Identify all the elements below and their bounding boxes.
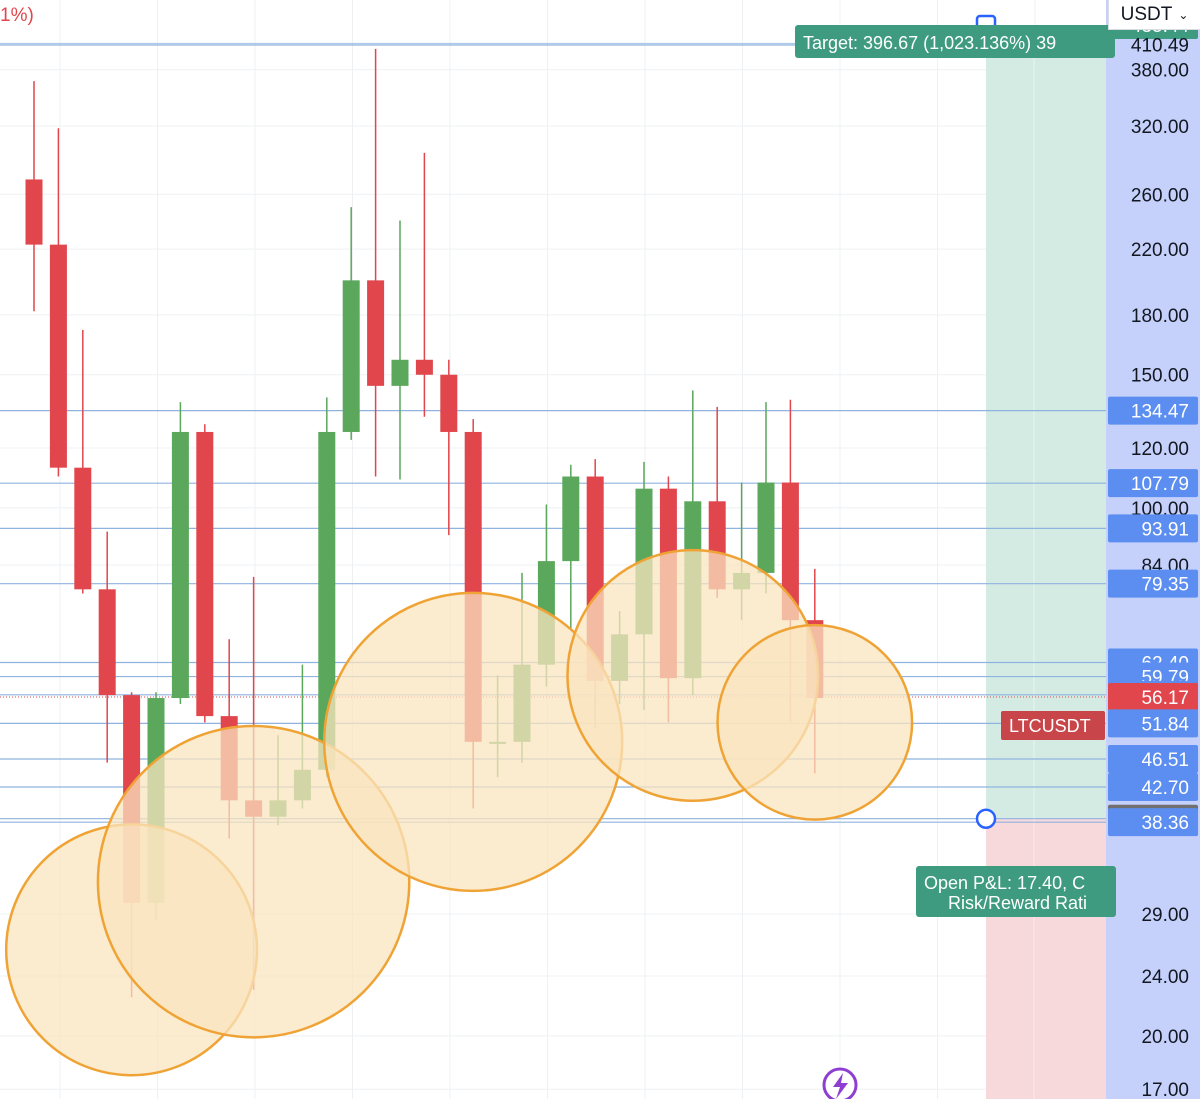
chevron-down-icon: ⌄ [1178, 7, 1189, 22]
candle-bearish[interactable] [25, 81, 43, 312]
candle-body [562, 476, 580, 562]
highlight-circle [96, 724, 411, 1039]
price-level-label: 46.51 [1141, 750, 1189, 771]
candle-body [25, 179, 43, 245]
svg-text:LTCUSDT: LTCUSDT [1009, 716, 1091, 736]
price-level-label: 93.91 [1141, 519, 1189, 540]
change-percent-fragment: 1%) [0, 5, 34, 26]
candle-bearish[interactable] [98, 531, 116, 763]
price-tick-label: 320.00 [1131, 117, 1189, 138]
price-tick-label: 120.00 [1131, 439, 1189, 460]
candle-body [781, 482, 799, 621]
candle-body [74, 467, 92, 590]
candle-body [367, 280, 385, 386]
stop-zone [986, 818, 1106, 1099]
highlight-circles [4, 548, 914, 1077]
candle-bullish[interactable] [342, 207, 360, 440]
candle-body [318, 431, 336, 770]
candle-body [49, 244, 67, 468]
candle-body [415, 359, 433, 375]
price-level-tag [1108, 469, 1198, 498]
price-tick-label: 380.00 [1131, 61, 1189, 82]
lightning-icon[interactable] [822, 1067, 858, 1099]
target-zone [986, 25, 1106, 819]
price-level-tag [1108, 709, 1198, 738]
candle-body [196, 431, 214, 717]
candle-body [171, 431, 189, 699]
price-axis-band [1106, 0, 1200, 1099]
candle-bullish[interactable] [562, 464, 580, 630]
svg-text:Target: 396.67 (1,023.136%) 39: Target: 396.67 (1,023.136%) 39 [803, 33, 1056, 53]
price-tick-label: 180.00 [1131, 306, 1189, 327]
target-label: Target: 396.67 (1,023.136%) 39 [795, 25, 1115, 58]
price-level-label: 79.35 [1141, 575, 1189, 596]
price-tick-label: 150.00 [1131, 366, 1189, 387]
candle-bearish[interactable] [367, 48, 385, 477]
price-axis: 380.00 320.00 260.00 220.00 180.00 150.00 120.… [1106, 0, 1200, 1099]
price-level-tag [1108, 808, 1198, 837]
price-level-tag [1108, 569, 1198, 598]
svg-text:Risk/Reward Rati: Risk/Reward Rati [948, 893, 1087, 913]
price-level-label: 38.36 [1141, 813, 1189, 834]
price-tick-label: 260.00 [1131, 185, 1189, 206]
price-tick-label: 220.00 [1131, 240, 1189, 261]
position-zones [986, 25, 1106, 1099]
candle-bearish[interactable] [196, 424, 214, 723]
currency-select[interactable]: USDT ⌄ [1108, 0, 1200, 30]
price-level-tag [1108, 773, 1198, 802]
price-level-label: 42.70 [1141, 778, 1189, 799]
candle-bullish[interactable] [171, 402, 189, 704]
candle-bullish[interactable] [391, 220, 409, 480]
price-tick-label: 24.00 [1141, 967, 1189, 988]
highlight-circle [716, 623, 914, 821]
pnl-label: Open P&L: 17.40, C Risk/Reward Rati [916, 866, 1116, 917]
price-level-tag [1108, 744, 1198, 773]
price-level-label: 134.47 [1131, 402, 1189, 423]
candle-body [98, 589, 116, 696]
price-tick-label: 20.00 [1141, 1027, 1189, 1048]
price-level-label: 56.17 [1141, 688, 1189, 709]
price-level-label: 107.79 [1131, 474, 1189, 495]
svg-text:Open P&L: 17.40, C: Open P&L: 17.40, C [924, 873, 1085, 893]
symbol-tag: LTCUSDT [1001, 711, 1105, 740]
candle-bearish[interactable] [49, 128, 67, 477]
price-level-label: 410.49 [1131, 35, 1189, 56]
price-level-tag [1108, 683, 1198, 712]
candle-bearish[interactable] [415, 152, 433, 417]
candle-body [440, 374, 458, 432]
candle-body [757, 482, 775, 573]
price-level-tag [1108, 396, 1198, 425]
candle-body [342, 280, 360, 432]
candle-body [391, 359, 409, 386]
candle-bearish[interactable] [440, 359, 458, 536]
candle-bullish[interactable] [757, 402, 775, 594]
candle-bearish[interactable] [74, 329, 92, 594]
price-tick-label: 17.00 [1141, 1080, 1189, 1099]
price-tick-label: 29.00 [1141, 905, 1189, 926]
entry-handle[interactable] [975, 808, 997, 829]
price-level-tag [1108, 514, 1198, 543]
price-level-label: 51.84 [1141, 714, 1189, 735]
currency-label: USDT [1120, 3, 1173, 25]
